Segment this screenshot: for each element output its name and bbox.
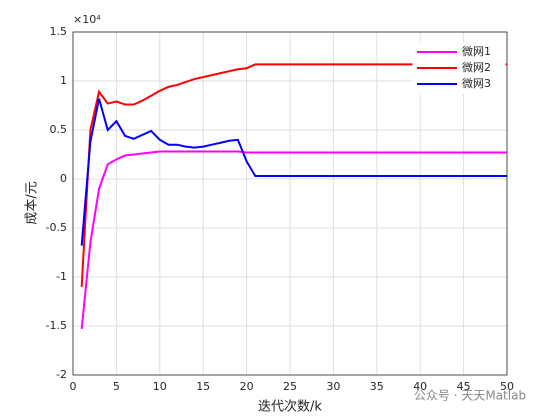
x-tick-label: 15 (196, 380, 210, 393)
legend-label: 微网3 (462, 76, 491, 90)
x-tick-label: 45 (457, 380, 471, 393)
x-axis-label: 迭代次数/k (258, 399, 322, 415)
y-axis-label: 成本/元 (25, 181, 40, 224)
y-tick-label: 1.5 (50, 25, 68, 38)
x-tick-label: 10 (153, 380, 167, 393)
x-tick-label: 25 (283, 380, 297, 393)
plot-frame (72, 31, 508, 376)
x-tick-label: 20 (240, 380, 254, 393)
y-tick-label: -0.5 (46, 221, 67, 234)
legend-label: 微网2 (462, 60, 491, 74)
y-tick-label: 0.5 (50, 123, 68, 136)
series-line (80, 150, 507, 330)
x-tick-label: 5 (113, 380, 120, 393)
legend-label: 微网1 (462, 44, 491, 58)
y-tick-label: 1 (60, 74, 67, 87)
x-tick-label: 30 (326, 380, 340, 393)
y-tick-label: -1 (56, 270, 67, 283)
x-tick-label: 0 (70, 380, 77, 393)
x-tick-label: 35 (370, 380, 384, 393)
x-tick-label: 40 (413, 380, 427, 393)
y-multiplier: ×10⁴ (73, 13, 101, 26)
y-tick-label: -2 (56, 368, 67, 381)
y-tick-label: 0 (60, 172, 67, 185)
y-tick-label: -1.5 (46, 319, 67, 332)
watermark: 公众号 · 天天Matlab (414, 389, 526, 403)
x-tick-label: 50 (500, 380, 514, 393)
series-line (80, 98, 507, 246)
